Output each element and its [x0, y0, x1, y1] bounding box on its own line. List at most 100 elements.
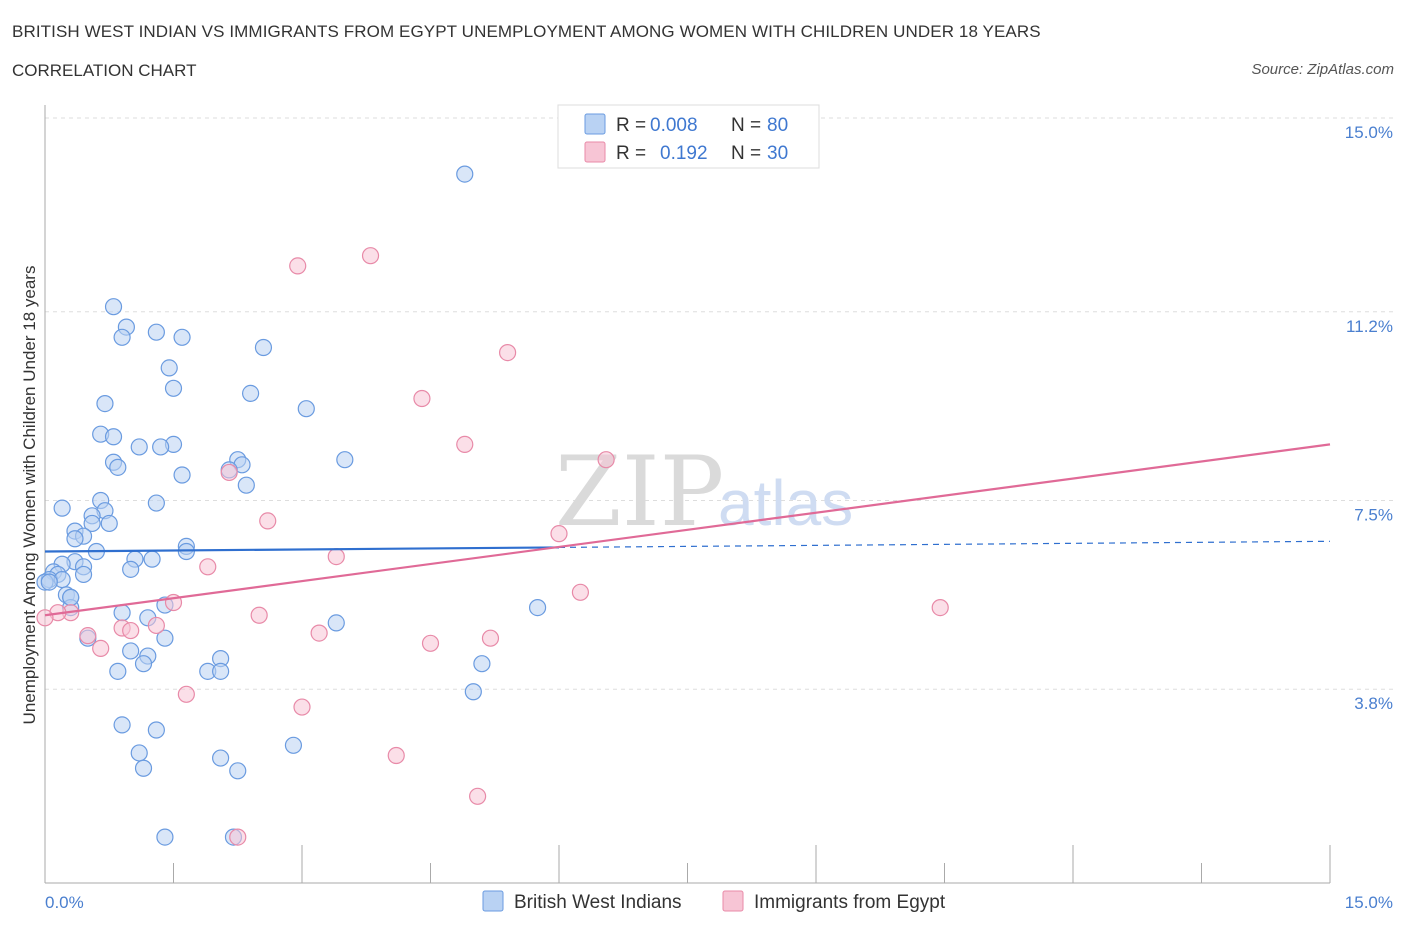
blue-point: [74, 565, 93, 584]
source-label: Source: ZipAtlas.com: [1251, 61, 1394, 78]
blue-point: [147, 494, 165, 512]
legend-n-value-1: 80: [767, 115, 788, 136]
legend-swatch-pink: [584, 141, 606, 163]
blue-point: [152, 438, 170, 456]
blue-point: [237, 476, 255, 494]
pink-point: [220, 463, 238, 482]
blue-point: [327, 614, 345, 632]
pink-point: [481, 629, 500, 647]
blue-point: [62, 588, 80, 607]
pink-point: [147, 616, 165, 635]
legend-r-value-2: 0.192: [660, 143, 708, 164]
blue-point: [284, 736, 303, 754]
series-immigrants-from-egypt: [36, 247, 949, 846]
blue-point: [164, 379, 183, 397]
legend-swatch-blue: [584, 113, 606, 135]
pink-point: [931, 598, 949, 617]
blue-point: [122, 560, 140, 578]
y-tick-label: 15.0%: [1345, 123, 1393, 142]
trend-line-blue: [44, 546, 560, 553]
blue-point: [456, 165, 474, 183]
blue-point: [113, 716, 131, 734]
y-tick-label: 3.8%: [1354, 694, 1393, 713]
bottom-legend-label-blue: British West Indians: [514, 892, 682, 913]
blue-point: [147, 721, 165, 739]
trend-lines: [44, 443, 1331, 617]
blue-point: [297, 400, 315, 418]
blue-point: [109, 662, 127, 680]
blue-point: [113, 328, 131, 346]
blue-point: [134, 759, 153, 777]
x-tick-label-max: 15.0%: [1345, 893, 1393, 912]
blue-point: [229, 762, 247, 780]
bottom-legend-label-pink: Immigrants from Egypt: [754, 892, 946, 913]
pink-point: [293, 698, 311, 716]
blue-point: [156, 828, 174, 846]
pink-point: [361, 247, 380, 265]
blue-point: [147, 323, 165, 341]
pink-point: [469, 787, 487, 805]
pink-point: [499, 344, 517, 362]
blue-point: [212, 749, 230, 767]
pink-point: [289, 257, 307, 275]
pink-point: [36, 609, 54, 627]
pink-point: [122, 621, 140, 640]
pink-point: [250, 606, 268, 624]
blue-point: [336, 451, 354, 469]
pink-point: [550, 525, 568, 543]
blue-point: [104, 428, 123, 446]
chart-title: BRITISH WEST INDIAN VS IMMIGRANTS FROM E…: [12, 22, 1041, 41]
pink-point: [387, 746, 405, 765]
watermark-atlas: atlas: [718, 467, 853, 539]
x-tick-label-min: 0.0%: [45, 893, 84, 912]
trend-line-pink: [44, 443, 1331, 617]
pink-point: [229, 828, 247, 846]
legend-r-value-1: 0.008: [650, 115, 698, 136]
blue-point: [173, 328, 191, 346]
y-tick-label: 11.2%: [1346, 317, 1393, 336]
pink-point: [259, 512, 277, 530]
legend-n-label-2: N =: [731, 143, 761, 164]
blue-point: [104, 298, 123, 316]
blue-point: [96, 395, 114, 413]
blue-point: [212, 662, 230, 680]
pink-point: [327, 547, 345, 566]
watermark: ZIP atlas: [555, 436, 853, 548]
pink-point: [92, 639, 110, 658]
watermark-zip: ZIP: [555, 436, 724, 548]
blue-point: [143, 550, 161, 568]
y-tick-label: 7.5%: [1354, 506, 1393, 525]
blue-point: [160, 359, 178, 377]
legend-n-label-1: N =: [731, 115, 761, 136]
blue-point: [130, 438, 148, 456]
blue-point: [40, 573, 58, 591]
pink-point: [79, 627, 97, 645]
legend-n-value-2: 30: [767, 143, 788, 164]
gridlines: [45, 117, 1393, 690]
blue-point: [242, 384, 260, 402]
blue-point: [113, 604, 131, 622]
blue-point: [254, 338, 273, 357]
trend-line-blue-dashed: [558, 540, 1331, 549]
blue-point: [473, 655, 491, 673]
pink-point: [413, 389, 431, 408]
chart-subtitle: CORRELATION CHART: [12, 61, 197, 80]
blue-point: [122, 642, 140, 660]
bottom-legend-swatch-pink: [722, 890, 744, 912]
bottom-legend-swatch-blue: [482, 890, 504, 912]
y-axis-label: Unemployment Among Women with Children U…: [20, 266, 39, 725]
blue-point: [173, 466, 191, 484]
blue-point: [66, 530, 84, 548]
blue-point: [100, 514, 118, 533]
blue-point: [109, 458, 127, 476]
y-tick-labels: 3.8% 7.5% 11.2% 15.0%: [1345, 123, 1393, 713]
legend-r-label-2: R =: [616, 143, 646, 164]
legend: R = 0.008 N = 80 R = 0.192 N = 30: [557, 104, 820, 169]
pink-point: [597, 451, 615, 469]
legend-r-label-1: R =: [616, 115, 646, 136]
blue-point: [130, 744, 148, 762]
pink-point: [310, 624, 328, 642]
blue-point: [528, 598, 547, 617]
blue-point: [134, 655, 153, 673]
